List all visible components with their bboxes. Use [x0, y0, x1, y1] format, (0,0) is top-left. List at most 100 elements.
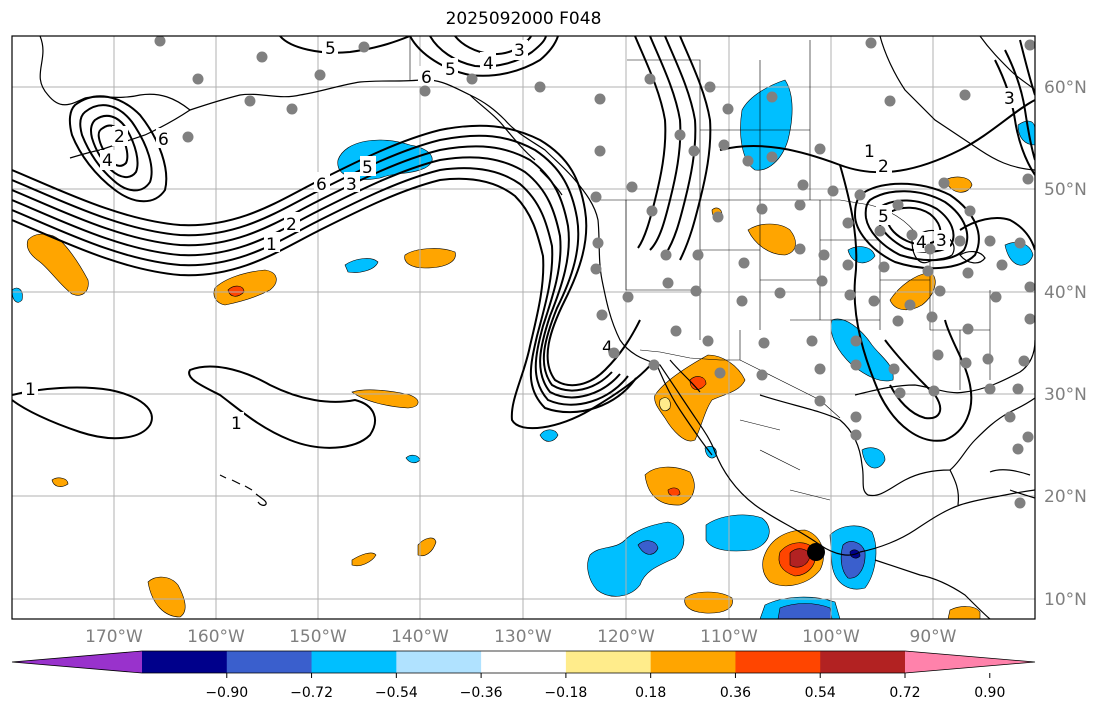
colorbar: −0.90 −0.72 −0.54 −0.36 −0.18 0.18 0.36 0.54 0.7… — [11, 650, 1036, 701]
colorbar-tick-label: −0.18 — [544, 685, 587, 701]
station-dot — [660, 249, 672, 261]
lat-label: 60°N — [1044, 78, 1087, 98]
lat-label: 30°N — [1044, 385, 1087, 405]
station-dot — [932, 349, 944, 361]
lon-label: 150°W — [289, 627, 347, 647]
station-dot — [622, 291, 634, 303]
contour-label: 1 — [266, 235, 277, 255]
station-dot — [1024, 281, 1035, 293]
station-dot — [1014, 237, 1026, 249]
colorbar-segment — [735, 651, 821, 673]
colorbar-tick-label: 0.54 — [805, 685, 836, 701]
station-dot — [644, 73, 656, 85]
station-dot — [192, 73, 204, 85]
lon-label: 90°W — [910, 627, 957, 647]
contour-label: 3 — [1004, 89, 1015, 109]
station-dot — [924, 243, 936, 255]
station-dot — [736, 295, 748, 307]
station-dot — [718, 139, 730, 151]
contour-label: 2 — [878, 157, 889, 177]
lat-lon-grid — [12, 36, 1035, 619]
station-dot — [797, 179, 809, 191]
contour-label: 5 — [325, 39, 336, 59]
map-title: 2025092000 F048 — [445, 9, 602, 29]
station-dot — [816, 275, 828, 287]
station-dot — [984, 235, 996, 247]
station-dot — [922, 265, 934, 277]
station-dot — [592, 237, 604, 249]
station-dot — [662, 277, 674, 289]
contour-label: 2 — [286, 215, 297, 235]
station-dot — [865, 37, 877, 49]
station-dot — [814, 143, 826, 155]
station-dot — [1024, 313, 1035, 325]
station-dot — [712, 211, 724, 223]
station-dot — [850, 335, 862, 347]
station-dot — [590, 263, 602, 275]
colorbar-tick-label: 0.72 — [889, 685, 920, 701]
station-dot — [928, 385, 940, 397]
lat-label: 40°N — [1044, 283, 1087, 303]
latitude-labels: 60°N 50°N 40°N 30°N 20°N 10°N — [1044, 78, 1087, 610]
colorbar-tick-label: −0.54 — [375, 685, 418, 701]
lon-label: 140°W — [391, 627, 449, 647]
colorbar-tick-label: −0.72 — [290, 685, 333, 701]
station-dot — [794, 243, 806, 255]
colorbar-tick-label: 0.36 — [720, 685, 751, 701]
station-dot — [874, 225, 886, 237]
station-dot — [756, 369, 768, 381]
station-dot — [982, 353, 994, 365]
station-dot — [892, 199, 904, 211]
contour-label: 1 — [25, 380, 36, 400]
station-dot — [844, 289, 856, 301]
contour-label: 5 — [445, 60, 456, 80]
station-dot — [892, 315, 904, 327]
height-anomaly-contours — [12, 36, 1035, 449]
contour-label: 3 — [346, 175, 357, 195]
station-dot — [894, 387, 906, 399]
contour-label: 1 — [864, 142, 875, 162]
station-dot — [962, 323, 974, 335]
station-dot — [1022, 431, 1034, 443]
station-dot — [594, 93, 606, 105]
station-dot — [906, 229, 918, 241]
contour-label: 5 — [362, 158, 373, 178]
station-dot — [594, 145, 606, 157]
station-dot — [959, 89, 971, 101]
station-dot — [990, 291, 1002, 303]
station-dot — [704, 81, 716, 93]
lat-label: 50°N — [1044, 180, 1087, 200]
station-dot — [670, 325, 682, 337]
contour-label: 3 — [514, 41, 525, 61]
station-dot — [850, 429, 862, 441]
station-dot — [842, 259, 854, 271]
station-dot — [1004, 411, 1016, 423]
contour-labels: 5 5 4 6 3 4 2 6 1 2 6 3 5 1 — [22, 38, 1018, 434]
station-dot — [690, 285, 702, 297]
station-dot — [1022, 173, 1034, 185]
station-dot — [244, 95, 256, 107]
station-dot — [1014, 497, 1026, 509]
contour-label: 6 — [316, 175, 327, 195]
colorbar-extend-low — [12, 651, 142, 673]
station-dot — [646, 205, 658, 217]
station-dot — [182, 131, 194, 143]
station-dot — [154, 36, 166, 47]
station-dot — [938, 177, 950, 189]
colorbar-segment — [396, 651, 482, 673]
station-dot — [314, 69, 326, 81]
colorbar-tick-label: −0.36 — [460, 685, 503, 701]
station-dot — [702, 335, 714, 347]
station-dot — [358, 41, 370, 53]
station-dot — [954, 235, 966, 247]
lon-label: 160°W — [187, 627, 245, 647]
station-dot — [842, 217, 854, 229]
station-dot — [648, 359, 660, 371]
station-dot — [722, 103, 734, 115]
colorbar-segment — [650, 651, 736, 673]
station-dot — [850, 359, 862, 371]
station-dot — [878, 261, 890, 273]
station-dot — [758, 337, 770, 349]
station-dot — [626, 181, 638, 193]
station-dot — [850, 411, 862, 423]
